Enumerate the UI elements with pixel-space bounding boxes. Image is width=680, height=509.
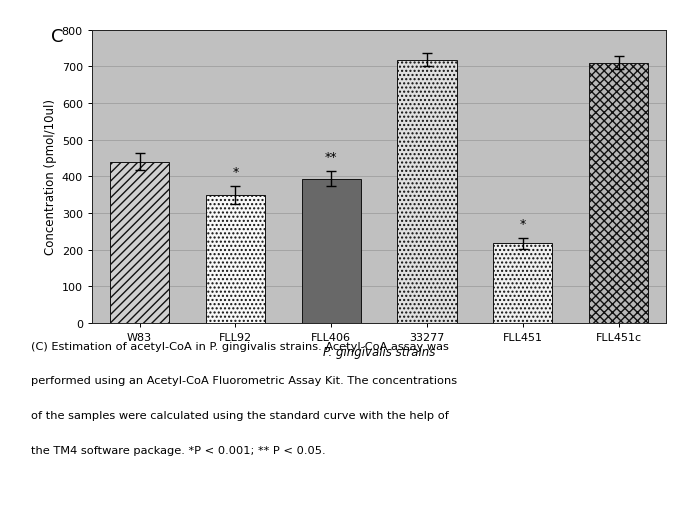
Bar	[301, 180, 361, 323]
Y-axis label: Concentration (pmol/10ul): Concentration (pmol/10ul)	[44, 99, 58, 254]
Text: **: **	[325, 151, 337, 164]
Bar	[589, 64, 648, 323]
Bar	[110, 162, 169, 323]
Bar	[206, 196, 265, 323]
Text: (C) Estimation of acetyl-CoA in P. gingivalis strains. Acetyl-CoA assay was: (C) Estimation of acetyl-CoA in P. gingi…	[31, 341, 449, 351]
Bar	[493, 244, 552, 323]
Text: *: *	[520, 217, 526, 230]
Text: *: *	[233, 166, 239, 179]
Text: performed using an Acetyl-CoA Fluorometric Assay Kit. The concentrations: performed using an Acetyl-CoA Fluorometr…	[31, 376, 457, 386]
X-axis label: P. gingivalis strains: P. gingivalis strains	[323, 345, 435, 358]
Text: C: C	[51, 28, 63, 46]
Bar	[397, 61, 457, 323]
Text: of the samples were calculated using the standard curve with the help of: of the samples were calculated using the…	[31, 410, 449, 420]
Text: the TM4 software package. *P < 0.001; ** P < 0.05.: the TM4 software package. *P < 0.001; **…	[31, 445, 325, 455]
